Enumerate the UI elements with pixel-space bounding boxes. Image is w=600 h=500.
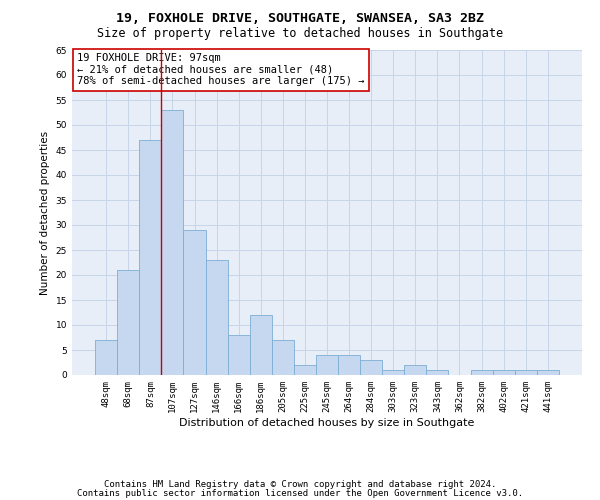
Bar xyxy=(404,365,427,375)
Bar xyxy=(382,370,404,375)
Bar xyxy=(95,340,117,375)
Bar xyxy=(250,315,272,375)
Bar xyxy=(427,370,448,375)
Bar xyxy=(206,260,227,375)
X-axis label: Distribution of detached houses by size in Southgate: Distribution of detached houses by size … xyxy=(179,418,475,428)
Text: Contains public sector information licensed under the Open Government Licence v3: Contains public sector information licen… xyxy=(77,488,523,498)
Bar xyxy=(139,140,161,375)
Bar xyxy=(470,370,493,375)
Bar xyxy=(294,365,316,375)
Bar xyxy=(537,370,559,375)
Bar xyxy=(117,270,139,375)
Bar xyxy=(338,355,360,375)
Text: Size of property relative to detached houses in Southgate: Size of property relative to detached ho… xyxy=(97,28,503,40)
Bar xyxy=(184,230,206,375)
Y-axis label: Number of detached properties: Number of detached properties xyxy=(40,130,50,294)
Text: 19 FOXHOLE DRIVE: 97sqm
← 21% of detached houses are smaller (48)
78% of semi-de: 19 FOXHOLE DRIVE: 97sqm ← 21% of detache… xyxy=(77,53,365,86)
Text: Contains HM Land Registry data © Crown copyright and database right 2024.: Contains HM Land Registry data © Crown c… xyxy=(104,480,496,489)
Bar xyxy=(360,360,382,375)
Bar xyxy=(272,340,294,375)
Bar xyxy=(515,370,537,375)
Bar xyxy=(161,110,184,375)
Bar xyxy=(493,370,515,375)
Text: 19, FOXHOLE DRIVE, SOUTHGATE, SWANSEA, SA3 2BZ: 19, FOXHOLE DRIVE, SOUTHGATE, SWANSEA, S… xyxy=(116,12,484,26)
Bar xyxy=(316,355,338,375)
Bar xyxy=(227,335,250,375)
